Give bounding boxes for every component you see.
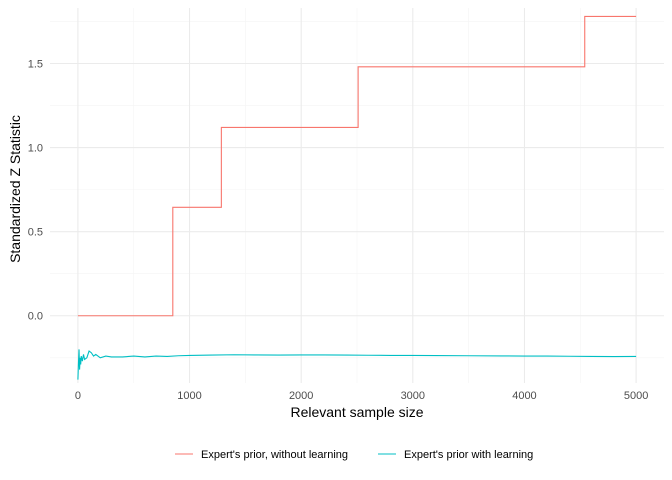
grid [50, 8, 664, 383]
y-tick-label: 1.0 [28, 143, 43, 155]
x-tick-label: 1000 [177, 390, 201, 402]
x-tick-label: 4000 [512, 390, 536, 402]
x-tick-label: 5000 [624, 390, 648, 402]
x-tick-label: 3000 [401, 390, 425, 402]
series-line-2 [77, 349, 637, 380]
x-axis-title: Relevant sample size [290, 404, 423, 420]
legend-label-series-2: Expert's prior with learning [404, 449, 533, 461]
series-layer [77, 15, 637, 380]
y-tick-label: 0.0 [28, 311, 43, 323]
x-tick-label: 2000 [289, 390, 313, 402]
y-tick-label: 0.5 [28, 227, 43, 239]
legend: Expert's prior, without learning Expert'… [175, 449, 533, 461]
series-line-1 [77, 15, 637, 317]
y-tick-label: 1.5 [28, 58, 43, 70]
legend-label-series-1: Expert's prior, without learning [201, 449, 348, 461]
y-axis-title: Standardized Z Statistic [7, 115, 23, 263]
y-tick-labels: 0.0 0.5 1.0 1.5 [28, 58, 43, 322]
x-tick-labels: 0 1000 2000 3000 4000 5000 [75, 390, 648, 402]
x-tick-label: 0 [75, 390, 81, 402]
